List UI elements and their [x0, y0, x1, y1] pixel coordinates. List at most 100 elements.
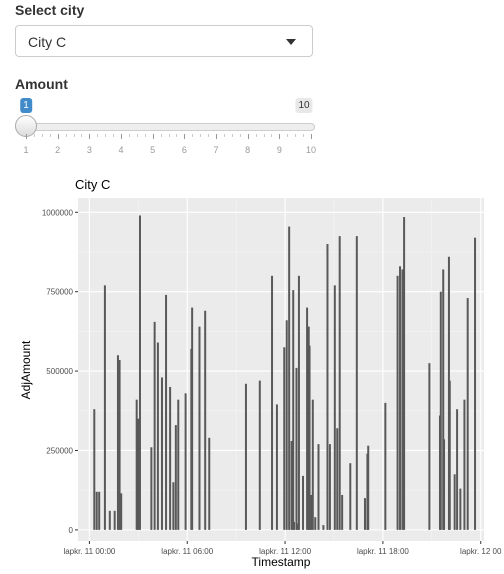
bar — [138, 215, 141, 530]
city-select[interactable]: City C — [15, 25, 313, 57]
chart: City C 0 250000 500000 750000 1000000 lapkr. … — [19, 177, 502, 569]
slider-tick-label: 5 — [150, 145, 156, 155]
slider-minor-tick — [105, 134, 107, 137]
slider-tick — [89, 134, 91, 139]
bar — [367, 445, 370, 530]
bar — [93, 409, 96, 530]
bar — [169, 386, 172, 530]
bar — [306, 307, 309, 530]
slider-minor-tick — [128, 134, 130, 137]
bar — [198, 326, 201, 530]
bar — [448, 380, 451, 530]
select-city-label: Select city — [15, 2, 85, 18]
slider-minor-tick — [136, 134, 138, 137]
bar — [474, 237, 477, 530]
slider-minor-tick — [160, 134, 162, 137]
bar — [333, 285, 336, 530]
slider-tick — [311, 134, 312, 139]
bar — [283, 347, 286, 530]
bar — [311, 399, 314, 530]
slider-tick — [152, 134, 154, 139]
bar — [160, 377, 163, 530]
bar — [150, 447, 153, 530]
bar — [137, 418, 140, 530]
slider-tick-label: 10 — [305, 145, 317, 155]
slider-minor-tick — [33, 134, 35, 137]
bar — [338, 236, 341, 530]
bar — [336, 428, 339, 530]
bar — [120, 493, 123, 530]
city-select-value: City C — [28, 34, 67, 50]
y-tick-label: 1000000 — [42, 208, 74, 217]
slider-tick — [247, 134, 249, 139]
bar — [326, 244, 329, 530]
bar — [204, 310, 207, 530]
bar — [285, 320, 288, 530]
bar — [442, 269, 445, 530]
bar — [403, 217, 406, 530]
slider-tick — [26, 134, 27, 139]
bar — [98, 491, 101, 530]
bar — [116, 355, 119, 530]
bar — [317, 444, 320, 530]
slider-minor-tick — [223, 134, 225, 137]
bar — [439, 291, 442, 530]
caret-down-icon — [286, 39, 296, 45]
slider-minor-tick — [113, 134, 115, 137]
bar — [172, 482, 175, 530]
x-axis-title: Timestamp — [252, 555, 311, 569]
bar — [396, 275, 399, 530]
bar — [135, 399, 138, 530]
x-tick-label: lapkr. 11 00:00 — [63, 547, 115, 556]
slider-max-badge: 10 — [295, 98, 313, 113]
bar — [341, 494, 344, 530]
slider-tick-label: 2 — [55, 145, 61, 155]
slider-tick-label: 4 — [118, 145, 124, 155]
bar — [328, 444, 331, 530]
x-tick-label: lapkr. 12 00 — [460, 547, 502, 556]
bar — [463, 399, 466, 530]
amount-label: Amount — [15, 76, 68, 92]
slider-tick-label: 1 — [23, 145, 29, 155]
slider-tick — [279, 134, 281, 139]
slider-tick-label: 3 — [86, 145, 92, 155]
bar — [302, 475, 305, 530]
bar — [244, 383, 247, 530]
slider-minor-tick — [168, 134, 170, 137]
bar — [456, 409, 459, 530]
bar — [384, 402, 387, 530]
bar — [310, 494, 313, 530]
bar — [401, 269, 404, 530]
bar — [290, 440, 293, 530]
y-tick-label: 0 — [69, 526, 74, 535]
bar — [113, 510, 116, 530]
bar — [363, 498, 366, 530]
slider-track[interactable] — [26, 123, 315, 131]
bar — [208, 437, 211, 530]
slider-minor-tick — [239, 134, 241, 137]
bar — [156, 342, 159, 530]
slider-minor-tick — [49, 134, 51, 137]
bar — [314, 517, 317, 530]
bar — [355, 236, 358, 530]
y-tick-label: 500000 — [46, 367, 73, 376]
slider-minor-tick — [65, 134, 67, 137]
chart-title: City C — [75, 177, 110, 192]
x-tick-label: lapkr. 11 18:00 — [357, 547, 409, 556]
bar — [95, 491, 98, 530]
x-tick-label: lapkr. 11 12:00 — [259, 547, 311, 556]
slider-tick — [184, 134, 186, 139]
slider-minor-tick — [255, 134, 257, 137]
amount-slider[interactable]: 10 1 1 2 3 4 5 6 7 8 9 10 — [15, 98, 317, 158]
bar — [296, 523, 299, 530]
bar — [459, 488, 462, 530]
slider-minor-tick — [176, 134, 178, 137]
bar — [453, 474, 456, 530]
bar — [184, 393, 187, 530]
plot-panel — [78, 198, 484, 541]
bar — [258, 380, 261, 530]
bar — [399, 266, 402, 530]
bar — [466, 298, 469, 530]
bar — [174, 425, 177, 530]
y-tick-label: 250000 — [46, 446, 73, 455]
